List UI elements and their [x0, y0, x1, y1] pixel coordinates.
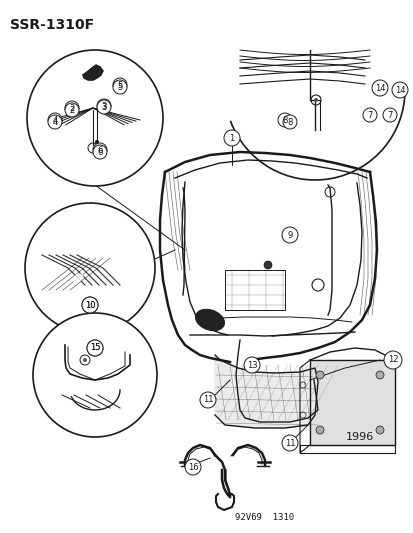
Circle shape: [97, 100, 111, 114]
Circle shape: [48, 115, 62, 129]
Polygon shape: [214, 355, 317, 428]
Circle shape: [223, 130, 240, 146]
Polygon shape: [230, 90, 404, 180]
Text: 16: 16: [187, 463, 198, 472]
Text: 12: 12: [387, 356, 397, 365]
Circle shape: [383, 351, 401, 369]
Circle shape: [93, 145, 107, 159]
Text: 14: 14: [374, 84, 385, 93]
Text: 1996: 1996: [345, 432, 373, 442]
Circle shape: [281, 435, 297, 451]
Text: 9: 9: [287, 230, 292, 239]
Text: 2: 2: [69, 103, 74, 112]
Circle shape: [199, 392, 216, 408]
Circle shape: [33, 313, 157, 437]
Circle shape: [65, 101, 79, 115]
Circle shape: [27, 50, 163, 186]
Text: 10: 10: [85, 301, 95, 310]
Circle shape: [82, 297, 98, 313]
Circle shape: [113, 78, 127, 92]
Text: 8: 8: [282, 116, 287, 125]
Circle shape: [93, 143, 107, 157]
Text: 6: 6: [97, 146, 102, 155]
Circle shape: [382, 108, 396, 122]
Circle shape: [362, 108, 376, 122]
Circle shape: [83, 358, 87, 362]
Text: 8: 8: [287, 117, 292, 126]
Polygon shape: [83, 65, 103, 80]
Ellipse shape: [72, 273, 83, 282]
Text: 15: 15: [90, 343, 100, 352]
Ellipse shape: [195, 309, 224, 330]
Polygon shape: [309, 360, 394, 445]
Circle shape: [243, 357, 259, 373]
Circle shape: [313, 98, 317, 102]
Text: 3: 3: [101, 102, 107, 111]
Circle shape: [375, 426, 383, 434]
Text: 11: 11: [202, 395, 213, 405]
Text: 3: 3: [101, 101, 107, 110]
Circle shape: [371, 80, 387, 96]
Text: 92V69  1310: 92V69 1310: [235, 513, 294, 522]
Text: 2: 2: [69, 106, 74, 115]
Circle shape: [391, 82, 407, 98]
Text: 6: 6: [97, 148, 102, 157]
Circle shape: [48, 113, 62, 127]
Circle shape: [282, 115, 296, 129]
Circle shape: [277, 113, 291, 127]
Text: 5: 5: [117, 83, 122, 92]
Text: 13: 13: [246, 360, 257, 369]
Circle shape: [87, 340, 103, 356]
Circle shape: [315, 371, 323, 379]
Circle shape: [263, 261, 271, 269]
Circle shape: [281, 227, 297, 243]
Text: 5: 5: [117, 80, 122, 90]
Text: 4: 4: [52, 117, 57, 126]
Circle shape: [65, 103, 79, 117]
Circle shape: [97, 99, 111, 113]
Circle shape: [185, 459, 201, 475]
Circle shape: [95, 140, 99, 144]
Circle shape: [113, 80, 127, 94]
Text: 1: 1: [229, 133, 234, 142]
Circle shape: [315, 426, 323, 434]
Text: 7: 7: [366, 110, 372, 119]
Text: 15: 15: [90, 343, 100, 352]
Text: 14: 14: [394, 85, 404, 94]
Text: 4: 4: [52, 116, 57, 125]
Text: SSR-1310F: SSR-1310F: [10, 18, 94, 32]
Circle shape: [82, 297, 98, 313]
Text: 11: 11: [284, 439, 294, 448]
Circle shape: [87, 340, 103, 356]
Circle shape: [115, 87, 121, 93]
Circle shape: [25, 203, 154, 333]
Text: 7: 7: [387, 110, 392, 119]
Circle shape: [375, 371, 383, 379]
Text: 10: 10: [85, 301, 95, 310]
